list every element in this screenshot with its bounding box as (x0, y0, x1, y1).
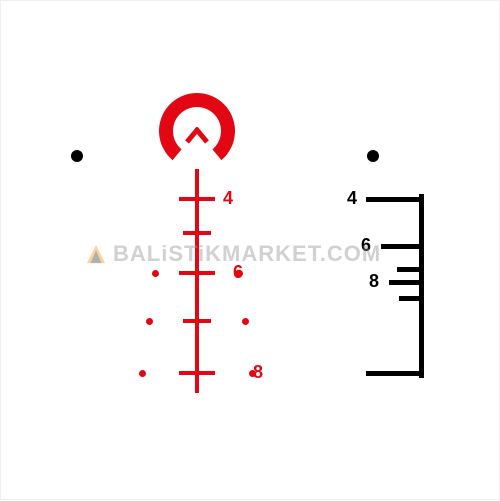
stadia-tick (183, 319, 211, 323)
scale-tick (397, 267, 424, 272)
stadia-tick (183, 231, 211, 235)
scale-label: 4 (347, 188, 357, 209)
windage-dot (249, 370, 256, 377)
stadia-tick (179, 371, 215, 375)
stadia-tick (179, 197, 215, 201)
left-dot (71, 150, 83, 162)
scale-tick (366, 197, 424, 202)
windage-dot (146, 318, 153, 325)
stadia-line (195, 169, 199, 393)
windage-dot (236, 270, 243, 277)
stadia-tick (179, 271, 215, 275)
stadia-label: 4 (223, 188, 233, 209)
right-dot (367, 150, 379, 162)
reticle-diagram: 468 468 BALiSTiKMARKET.COM (1, 1, 500, 501)
center-chevron (184, 127, 210, 145)
windage-dot (242, 318, 249, 325)
watermark: BALiSTiKMARKET.COM (85, 241, 381, 267)
watermark-logo-icon (85, 243, 107, 265)
scale-tick (366, 371, 424, 376)
watermark-text: BALiSTiKMARKET.COM (113, 241, 381, 267)
windage-dot (139, 370, 146, 377)
scale-tick (399, 296, 424, 301)
scale-tick (381, 244, 424, 249)
scale-label: 8 (369, 271, 379, 292)
windage-dot (152, 270, 159, 277)
scale-vertical (419, 194, 424, 378)
scale-tick (389, 280, 424, 285)
